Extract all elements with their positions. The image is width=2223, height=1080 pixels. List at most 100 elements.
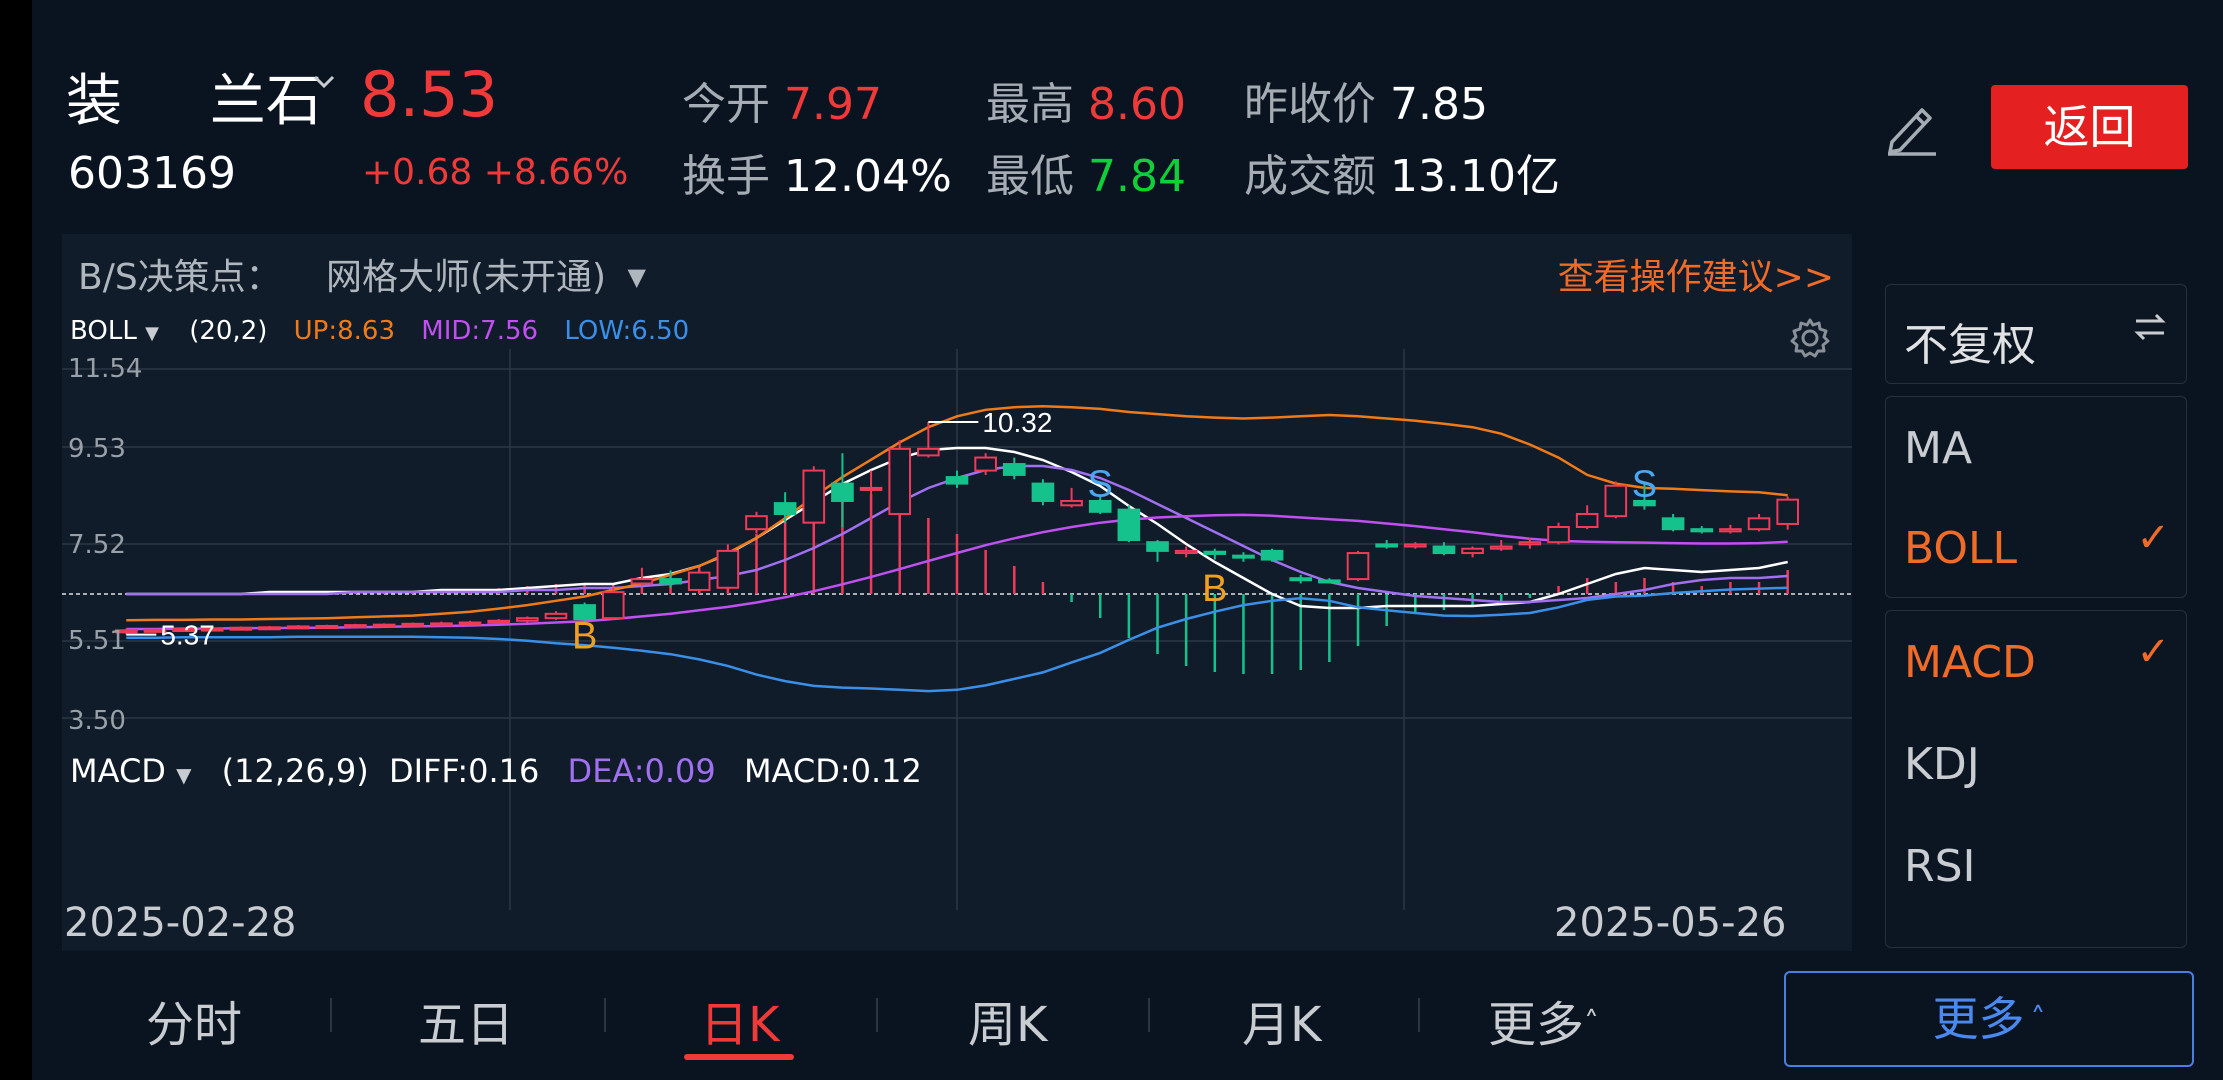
candle-body xyxy=(630,578,654,585)
quote-prev-close: 昨收价 7.85 xyxy=(1244,68,1488,132)
amount-label: 成交额 xyxy=(1244,151,1376,202)
macd-dea-value: DEA:0.09 xyxy=(567,752,716,790)
candle-body xyxy=(1260,549,1284,561)
tab-five-day[interactable]: 五日 xyxy=(418,997,515,1053)
candle-body xyxy=(1232,554,1255,559)
candle-body xyxy=(1776,498,1799,525)
strategy-label: B/S决策点： xyxy=(78,257,282,298)
candle-body xyxy=(172,628,195,633)
indicator-boll[interactable]: BOLL xyxy=(1904,523,2018,574)
tab-divider xyxy=(604,998,606,1032)
strategy-value: 网格大师(未开通) xyxy=(326,257,607,298)
indicator-macd[interactable]: MACD xyxy=(1904,637,2036,688)
candle-body xyxy=(1489,545,1513,550)
tab-monthly-k[interactable]: 月K xyxy=(1242,997,1322,1053)
sell-marker: S xyxy=(1632,464,1657,506)
candle-body xyxy=(831,482,854,502)
candle-body xyxy=(974,456,997,472)
y-tick-label: 7.52 xyxy=(68,530,126,560)
candle-body xyxy=(372,623,396,628)
tab-daily-k[interactable]: 日K xyxy=(700,997,780,1053)
high-value: 8.60 xyxy=(1088,79,1186,130)
boll-caret-icon: ▼ xyxy=(145,323,159,344)
quote-open: 今开 7.97 xyxy=(682,68,882,132)
y-tick-label: 5.51 xyxy=(68,626,126,656)
candle-body xyxy=(200,627,224,632)
candle-body xyxy=(859,486,883,491)
chart-panel[interactable]: 10.32 5.37 B S B S B/S决策点： 网格大师(未开通) ▼ 查看操作建议… xyxy=(62,234,1852,951)
candle-body xyxy=(544,612,568,620)
back-button[interactable]: 返回 xyxy=(1991,85,2188,169)
quote-high: 最高 8.60 xyxy=(986,68,1186,132)
candle-body xyxy=(1174,549,1198,555)
candle-body xyxy=(143,628,167,633)
tab-weekly-k[interactable]: 周K xyxy=(968,997,1048,1053)
candle-body xyxy=(1060,499,1083,507)
candle-body xyxy=(286,625,310,630)
candle-body xyxy=(573,604,596,621)
candle-body xyxy=(401,622,425,627)
strategy-dropdown[interactable]: 网格大师(未开通) ▼ xyxy=(326,248,646,300)
candle-body xyxy=(115,629,138,634)
y-tick-label: 3.50 xyxy=(68,706,126,736)
candle-body xyxy=(888,447,912,515)
candle-body xyxy=(1002,463,1026,476)
candle-body xyxy=(430,622,453,627)
stock-switch-chevron-icon[interactable] xyxy=(312,72,336,96)
candle-body xyxy=(458,621,482,626)
candle-body xyxy=(1146,541,1169,552)
macd-legend: MACD ▼ (12,26,9) DIFF:0.16 DEA:0.09 MACD… xyxy=(70,752,922,790)
candle-body xyxy=(716,549,740,589)
macd-macd-value: MACD:0.12 xyxy=(743,752,922,790)
prev-close-value: 7.85 xyxy=(1390,79,1488,130)
open-label: 今开 xyxy=(682,79,770,130)
candle-body xyxy=(917,447,940,457)
more-button-label: 更多 xyxy=(1932,992,2025,1046)
boll-low-value: LOW:6.50 xyxy=(564,316,690,346)
stock-code: 603169 xyxy=(68,148,236,199)
date-start: 2025-02-28 xyxy=(64,900,297,946)
candle-body xyxy=(1747,517,1771,531)
candle-body xyxy=(1031,482,1055,502)
stock-name-part2: 兰石 xyxy=(209,69,322,134)
more-button[interactable]: 更多 ˄ xyxy=(1784,971,2194,1067)
adjust-selector[interactable]: 不复权 xyxy=(1885,284,2187,384)
indicator-rsi[interactable]: RSI xyxy=(1904,841,1976,892)
tab-divider xyxy=(1418,998,1420,1032)
left-edge-bar xyxy=(0,0,32,1080)
view-advice-link[interactable]: 查看操作建议>> xyxy=(1557,257,1834,298)
candle-body xyxy=(344,624,367,629)
indicator-ma[interactable]: MA xyxy=(1904,423,1973,474)
candle-body xyxy=(258,626,281,631)
candle-body xyxy=(1088,499,1112,513)
price-change: +0.68 +8.66% xyxy=(362,152,628,193)
stock-name-part1: 装 xyxy=(66,69,122,134)
swap-icon xyxy=(2130,307,2170,351)
caret-down-icon: ▼ xyxy=(627,263,647,291)
chevron-up-icon: ˄ xyxy=(2030,1002,2046,1037)
pencil-icon[interactable] xyxy=(1884,98,1940,160)
open-value: 7.97 xyxy=(784,79,882,130)
kline-chart[interactable]: 10.32 5.37 B S B S xyxy=(62,234,1852,951)
tab-intraday[interactable]: 分时 xyxy=(146,997,243,1053)
low-value: 7.84 xyxy=(1088,151,1186,202)
candle-body xyxy=(659,578,682,585)
active-tab-underline xyxy=(684,1054,794,1060)
boll-mid-value: MID:7.56 xyxy=(421,316,539,346)
turnover-value: 12.04% xyxy=(784,151,952,202)
prev-close-label: 昨收价 xyxy=(1244,79,1376,130)
y-tick-label: 9.53 xyxy=(68,434,126,464)
tab-more-label: 更多 xyxy=(1488,997,1585,1053)
indicator-kdj[interactable]: KDJ xyxy=(1904,739,1980,790)
candle-body xyxy=(1432,545,1456,555)
candle-body xyxy=(601,591,625,620)
price-change-pct: +8.66% xyxy=(483,152,629,193)
high-label: 最高 xyxy=(986,79,1074,130)
stock-name: 装 兰石 xyxy=(66,56,322,137)
settings-gear-icon[interactable] xyxy=(1788,316,1832,364)
boll-up-line xyxy=(126,405,1788,622)
tab-more[interactable]: 更多˄ xyxy=(1488,985,1599,1055)
boll-selector[interactable]: BOLL ▼ xyxy=(70,316,167,346)
candle-body xyxy=(745,515,768,531)
macd-selector[interactable]: MACD ▼ xyxy=(70,752,202,790)
